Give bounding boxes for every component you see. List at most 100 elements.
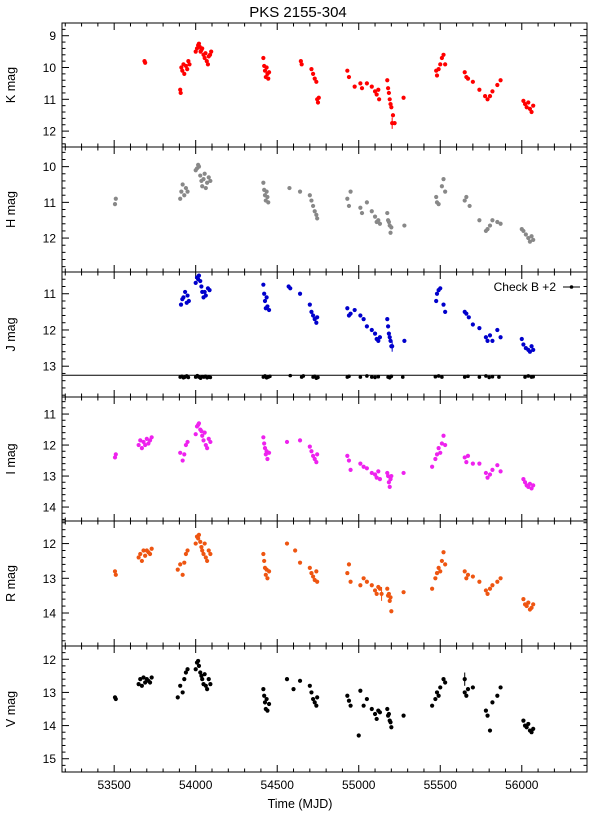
data-point [307, 565, 312, 570]
data-point [265, 456, 270, 462]
data-point [178, 683, 183, 688]
data-point [526, 721, 531, 727]
check-star-point [347, 374, 351, 379]
data-point [379, 591, 384, 597]
data-point [266, 200, 271, 205]
data-point [204, 59, 209, 64]
data-point [385, 586, 390, 591]
data-point [208, 682, 213, 687]
data-point [262, 700, 268, 705]
data-point [369, 706, 374, 712]
data-point [523, 232, 528, 237]
data-point [464, 460, 469, 465]
data-point [182, 677, 187, 682]
data-point [314, 569, 319, 574]
data-point [138, 438, 143, 443]
data-point [193, 667, 198, 672]
data-point [462, 677, 467, 682]
data-point [261, 180, 266, 185]
data-point [196, 658, 201, 664]
data-point [205, 62, 211, 67]
data-point [193, 280, 198, 285]
data-point [385, 706, 390, 712]
data-point [199, 429, 204, 434]
data-point [487, 728, 493, 733]
data-point [312, 209, 317, 214]
data-point [143, 60, 148, 65]
data-point [314, 320, 319, 325]
data-point [388, 101, 393, 107]
y-tick-label: 11 [44, 93, 57, 107]
data-point [185, 293, 190, 298]
data-point [348, 703, 353, 708]
check-star-point [400, 375, 405, 379]
data-point [441, 177, 446, 182]
data-point [529, 730, 534, 735]
data-point [498, 221, 503, 226]
data-point [143, 442, 148, 448]
data-point [265, 304, 270, 309]
data-point [439, 55, 444, 61]
data-point [390, 121, 395, 126]
data-point [207, 288, 212, 293]
data-point [178, 302, 184, 307]
data-point [436, 693, 441, 698]
data-point [205, 180, 210, 185]
data-point [198, 173, 203, 178]
data-point [374, 92, 379, 97]
data-point [309, 570, 314, 576]
data-point [495, 327, 500, 333]
data-point [185, 189, 190, 194]
data-point [376, 469, 381, 474]
data-point [462, 690, 467, 695]
data-point [377, 477, 383, 482]
data-point [196, 663, 202, 668]
data-point [112, 202, 118, 207]
data-point [196, 536, 201, 541]
data-point [309, 449, 314, 454]
data-point [485, 713, 490, 718]
data-point [287, 185, 292, 191]
check-star-point [531, 374, 535, 379]
y-tick-label: 14 [43, 501, 57, 515]
x-tick-label: 54500 [261, 778, 295, 792]
y-tick-label: 13 [43, 470, 57, 484]
data-point [358, 583, 363, 588]
data-point [265, 194, 270, 200]
data-point [147, 551, 153, 557]
check-star-point [462, 375, 467, 379]
check-star-point [526, 374, 531, 378]
data-point [200, 433, 205, 438]
data-point [346, 458, 352, 463]
data-point [264, 696, 269, 702]
data-point [205, 687, 210, 692]
panel-frame [61, 520, 588, 647]
y-tick-label: 12 [43, 653, 57, 667]
data-point [385, 317, 390, 322]
data-point [309, 690, 314, 695]
data-point [388, 338, 393, 343]
check-star-point [497, 375, 501, 379]
data-point [144, 436, 149, 441]
data-point [261, 55, 266, 61]
data-point [284, 541, 290, 546]
data-point [389, 725, 394, 730]
data-point [439, 441, 444, 446]
data-point [482, 94, 488, 99]
data-point [208, 551, 213, 557]
data-point [443, 680, 448, 685]
data-point [299, 62, 304, 67]
data-point [284, 677, 290, 682]
y-axis-label: K mag [4, 67, 18, 103]
data-point [196, 532, 202, 537]
data-point [364, 466, 369, 471]
y-axis-label: J mag [4, 317, 18, 351]
data-point [346, 562, 352, 567]
data-point [387, 335, 392, 340]
data-point [264, 65, 269, 70]
data-point [465, 572, 471, 577]
data-point [522, 480, 528, 485]
data-point [372, 711, 378, 717]
data-point [477, 579, 482, 584]
data-point [386, 711, 392, 717]
